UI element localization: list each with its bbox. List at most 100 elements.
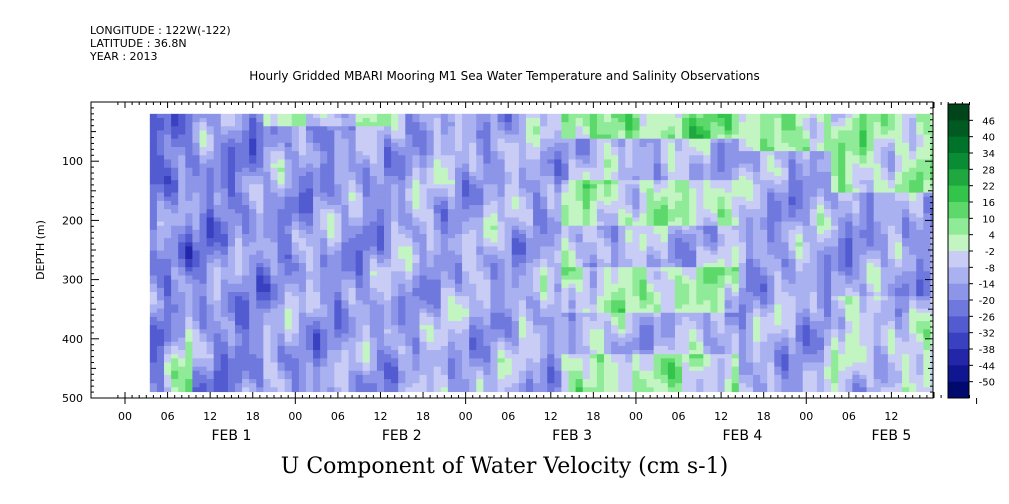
heatmap-cell <box>405 387 414 393</box>
heatmap-cell <box>185 188 194 194</box>
heatmap-cell <box>625 283 633 289</box>
heatmap-cell <box>227 300 236 306</box>
heatmap-cell <box>604 242 612 248</box>
heatmap-cell <box>398 258 406 264</box>
heatmap-cell <box>320 250 328 256</box>
heatmap-cell <box>277 387 286 393</box>
heatmap-cell <box>533 374 541 380</box>
heatmap-cell <box>582 325 591 330</box>
heatmap-cell <box>447 304 456 310</box>
heatmap-cell <box>618 300 626 306</box>
heatmap-cell <box>568 337 577 343</box>
heatmap-cell <box>497 138 506 144</box>
heatmap-cell <box>341 275 350 281</box>
heatmap-cell <box>220 113 229 119</box>
heatmap-cell <box>405 221 414 227</box>
heatmap-cell <box>284 180 293 185</box>
heatmap-cell <box>334 329 343 335</box>
heatmap-cell <box>405 180 414 185</box>
heatmap-cell <box>384 159 392 165</box>
heatmap-cell <box>462 308 470 314</box>
heatmap-cell <box>220 225 229 231</box>
heatmap-cell <box>547 229 555 235</box>
heatmap-cell <box>277 279 286 285</box>
heatmap-cell <box>220 304 229 310</box>
heatmap-cell <box>483 271 492 277</box>
heatmap-cell <box>313 155 321 161</box>
heatmap-cell <box>171 267 179 272</box>
heatmap-cell <box>405 130 414 136</box>
heatmap-cell <box>490 134 499 140</box>
heatmap-cell <box>660 151 669 156</box>
heatmap-cell <box>611 358 619 364</box>
heatmap-cell <box>376 254 385 260</box>
heatmap-cell <box>525 267 534 272</box>
heatmap-cell <box>206 296 215 301</box>
heatmap-cell <box>249 142 257 148</box>
heatmap-cell <box>320 366 328 372</box>
heatmap-cell <box>213 254 222 260</box>
heatmap-cell <box>433 142 442 148</box>
heatmap-cell <box>263 146 272 152</box>
heatmap-cell <box>164 366 172 372</box>
heatmap-cell <box>405 229 414 235</box>
heatmap-cell <box>256 146 264 152</box>
heatmap-cell <box>447 188 456 194</box>
heatmap-cell <box>220 234 229 239</box>
heatmap-cell <box>618 362 626 368</box>
heatmap-cell <box>171 362 179 368</box>
heatmap-cell <box>511 196 520 202</box>
heatmap-cell <box>242 213 250 219</box>
heatmap-cell <box>575 345 584 351</box>
heatmap-cell <box>320 142 328 148</box>
heatmap-cell <box>384 155 392 161</box>
heatmap-cell <box>504 138 513 144</box>
heatmap-cell <box>291 138 300 144</box>
heatmap-cell <box>277 325 286 330</box>
heatmap-cell <box>561 283 570 289</box>
heatmap-cell <box>171 358 179 364</box>
heatmap-cell <box>582 345 591 351</box>
heatmap-cell <box>199 167 208 173</box>
heatmap-cell <box>525 312 534 318</box>
heatmap-cell <box>227 205 236 210</box>
heatmap-cell <box>227 146 236 152</box>
heatmap-cell <box>476 126 484 132</box>
heatmap-cell <box>291 300 300 306</box>
heatmap-cell <box>618 180 626 185</box>
heatmap-cell <box>220 337 229 343</box>
heatmap-cell <box>277 246 286 252</box>
heatmap-cell <box>384 333 392 339</box>
heatmap-cell <box>540 366 548 372</box>
heatmap-cell <box>653 267 662 272</box>
heatmap-cell <box>454 130 463 136</box>
heatmap-cell <box>227 196 236 202</box>
heatmap-cell <box>185 267 194 272</box>
heatmap-cell <box>454 167 463 173</box>
heatmap-cell <box>376 188 385 194</box>
heatmap-cell <box>249 200 257 206</box>
heatmap-cell <box>206 354 215 359</box>
heatmap-cell <box>348 283 357 289</box>
heatmap-cell <box>568 229 577 235</box>
heatmap-cell <box>341 387 350 393</box>
heatmap-cell <box>462 345 470 351</box>
heatmap-cell <box>185 337 194 343</box>
heatmap-cell <box>611 316 619 322</box>
heatmap-cell <box>653 271 662 277</box>
heatmap-cell <box>568 246 577 252</box>
heatmap-cell <box>305 225 314 231</box>
heatmap-cell <box>596 279 605 285</box>
heatmap-cell <box>256 366 264 372</box>
heatmap-cell <box>419 292 428 297</box>
heatmap-cell <box>391 325 399 330</box>
heatmap-cell <box>639 287 648 293</box>
heatmap-cell <box>256 308 264 314</box>
heatmap-cell <box>206 287 215 293</box>
heatmap-cell <box>625 163 633 169</box>
heatmap-cell <box>391 138 399 144</box>
heatmap-cell <box>433 271 442 277</box>
heatmap-cell <box>540 358 548 364</box>
heatmap-cell <box>369 163 378 169</box>
heatmap-cell <box>632 304 641 310</box>
